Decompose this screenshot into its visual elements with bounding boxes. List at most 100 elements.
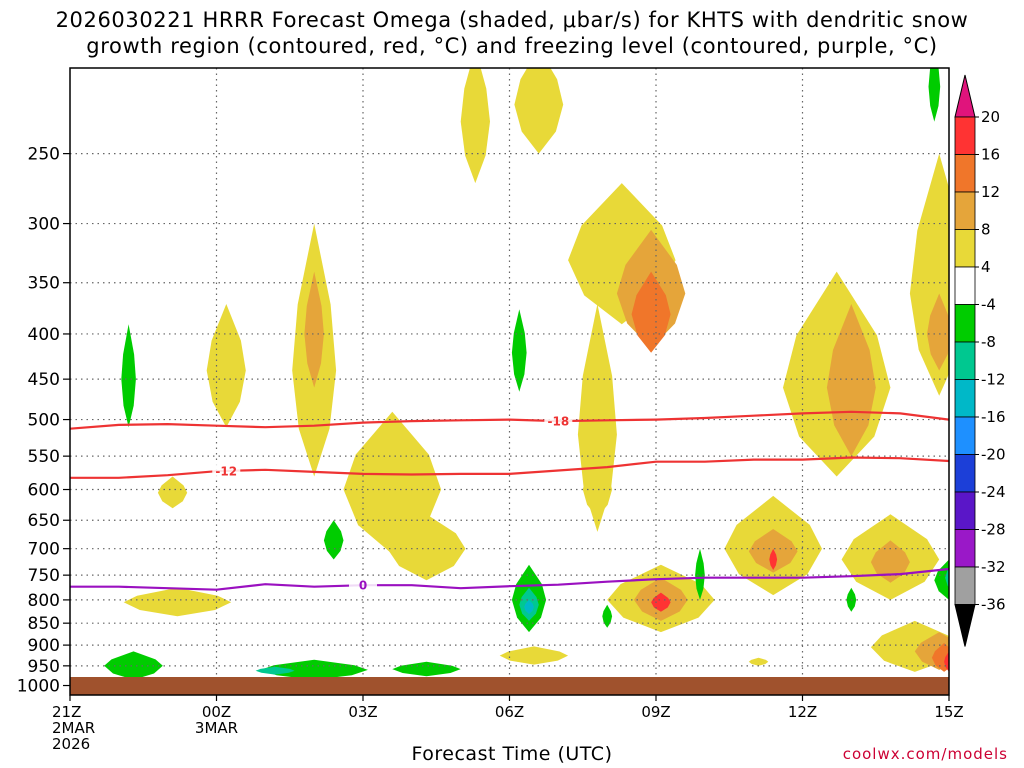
- dgz-bottom-contour: [70, 456, 949, 479]
- omega-region-14: [927, 293, 949, 371]
- omega-region-28: [123, 587, 232, 617]
- y-tick-label: 300: [28, 215, 60, 235]
- dgz-bottom-label: -12: [215, 464, 237, 478]
- colorbar-label: 8: [981, 221, 991, 239]
- omega-region-31: [514, 68, 564, 154]
- omega-region-38: [602, 604, 613, 628]
- omega-region-29: [499, 646, 569, 665]
- colorbar-swatch-11: [954, 529, 976, 568]
- y-tick-label: 400: [28, 325, 60, 345]
- omega-region-26: [931, 643, 949, 672]
- y-tick-label: 900: [28, 636, 60, 656]
- omega-region-6: [387, 514, 466, 581]
- omega-region-23: [870, 540, 910, 583]
- colorbar-swatch-3: [954, 229, 976, 268]
- colorbar-swatch-4: [954, 266, 976, 305]
- colorbar-label: -20: [981, 446, 1006, 464]
- y-tick-label: 600: [28, 481, 60, 501]
- colorbar: 20 16 12 8 4 -4 -8 -12 -16 -20 -24 -28 -32 -36: [954, 74, 1006, 647]
- y-tick-label: 700: [28, 540, 60, 560]
- y-tick-label: 450: [28, 370, 60, 390]
- omega-region-4: [157, 476, 188, 509]
- freezing-level-label: 0: [359, 579, 367, 593]
- omega-region-44: [392, 661, 461, 677]
- colorbar-label: -36: [981, 596, 1006, 614]
- x-tick-label: 00Z: [202, 703, 231, 721]
- omega-region-21: [769, 548, 778, 570]
- omega-region-41: [104, 651, 163, 680]
- y-axis: 2503003504004505005506006507007508008509…: [17, 145, 70, 697]
- y-tick-label: 950: [28, 657, 60, 677]
- omega-region-3: [206, 304, 246, 428]
- x-tick-label: 15Z: [934, 703, 963, 721]
- colorbar-swatch-8: [954, 416, 976, 455]
- colorbar-label: -28: [981, 521, 1006, 539]
- omega-region-10: [631, 271, 671, 353]
- contour-lines: -18 -12 0: [70, 410, 949, 593]
- freezing-level-contour: [70, 567, 949, 591]
- colorbar-label: -4: [981, 296, 996, 314]
- omega-region-2: [304, 271, 324, 388]
- colorbar-swatch-10: [954, 491, 976, 530]
- y-tick-label: 750: [28, 566, 60, 586]
- grid-lines: [70, 68, 949, 695]
- omega-region-46: [945, 568, 949, 588]
- colorbar-bottom-arrow: [954, 604, 976, 647]
- colorbar-top-arrow: [954, 74, 976, 118]
- colorbar-swatch-2: [954, 191, 976, 230]
- y-tick-label: 500: [28, 411, 60, 431]
- y-tick-label: 350: [28, 274, 60, 294]
- y-tick-label: 650: [28, 511, 60, 531]
- colorbar-label: 12: [981, 183, 1000, 201]
- omega-region-43: [255, 666, 295, 675]
- y-tick-label: 550: [28, 447, 60, 467]
- y-tick-label: 850: [28, 614, 60, 634]
- colorbar-label: -12: [981, 371, 1006, 389]
- x-tick-label: 3MAR: [195, 719, 238, 737]
- dgz-top-contour: [70, 410, 949, 430]
- colorbar-label: 4: [981, 258, 991, 276]
- credit-text[interactable]: coolwx.com/models: [842, 745, 1008, 763]
- x-axis-title: Forecast Time (UTC): [411, 743, 613, 765]
- colorbar-label: -8: [981, 333, 996, 351]
- dgz-top-label-bg: [544, 414, 573, 429]
- colorbar-swatch-7: [954, 379, 976, 418]
- x-tick-label: 2026: [52, 735, 90, 753]
- omega-region-0: [460, 68, 490, 184]
- colorbar-label: 20: [981, 108, 1000, 126]
- y-tick-label: 250: [28, 145, 60, 165]
- x-tick-label: 12Z: [788, 703, 817, 721]
- omega-region-30: [748, 657, 769, 666]
- dgz-bottom-label-bg: [212, 463, 241, 478]
- omega-region-12: [826, 304, 876, 457]
- x-tick-label: 2MAR: [52, 719, 95, 737]
- colorbar-swatch-9: [954, 454, 976, 493]
- omega-region-39: [695, 548, 705, 600]
- colorbar-swatch-5: [954, 304, 976, 343]
- colorbar-label: 16: [981, 146, 1000, 164]
- omega-region-18: [582, 459, 613, 518]
- omega-region-47: [928, 68, 941, 122]
- omega-region-42: [260, 659, 368, 680]
- x-tick-label: 21Z: [52, 703, 81, 721]
- dgz-top-label: -18: [547, 415, 569, 429]
- x-tick-label: 03Z: [348, 703, 377, 721]
- x-tick-label: 09Z: [641, 703, 670, 721]
- colorbar-label: -24: [981, 483, 1006, 501]
- colorbar-swatch-0: [954, 116, 976, 155]
- chart-title-line-1: 2026030221 HRRR Forecast Omega (shaded, …: [55, 8, 969, 32]
- ground-layer: [70, 677, 949, 695]
- y-tick-label: 800: [28, 591, 60, 611]
- freezing-level-label-bg: [349, 578, 377, 593]
- omega-region-34: [323, 520, 344, 560]
- omega-region-33: [511, 309, 527, 392]
- omega-region-32: [121, 324, 136, 428]
- colorbar-swatch-12: [954, 566, 976, 605]
- y-tick-label: 1000: [17, 677, 60, 697]
- x-tick-label: 06Z: [495, 703, 524, 721]
- omega-region-37: [524, 599, 534, 614]
- chart-title-line-2: growth region (contoured, red, °C) and f…: [86, 34, 938, 58]
- colorbar-label: -32: [981, 558, 1006, 576]
